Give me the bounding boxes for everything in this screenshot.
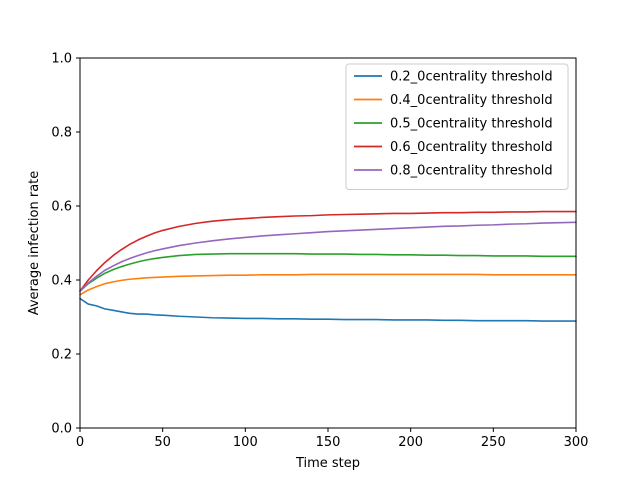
y-tick-label: 1.0 (51, 52, 72, 67)
y-axis: 0.0 0.2 0.4 0.6 0.8 1.0 (51, 52, 80, 437)
x-tick-label: 0 (76, 435, 84, 450)
x-tick-label: 200 (398, 435, 423, 450)
y-tick-label: 0.8 (51, 126, 72, 141)
x-axis: 0 50 100 150 200 250 300 (76, 428, 589, 450)
legend-label: 0.8_0centrality threshold (390, 164, 553, 179)
series-line-3 (79, 252, 577, 292)
y-axis-title: Average infection rate (27, 171, 42, 316)
x-tick-label: 150 (316, 435, 341, 450)
y-tick-label: 0.6 (51, 200, 72, 215)
series-layer (79, 210, 577, 322)
y-tick-label: 0.2 (51, 348, 72, 363)
series-line-2 (79, 273, 577, 296)
legend-label: 0.6_0centrality threshold (390, 140, 553, 155)
legend-label: 0.2_0centrality threshold (390, 70, 553, 85)
legend-label: 0.5_0centrality threshold (390, 117, 553, 132)
x-axis-title: Time step (295, 456, 360, 471)
y-tick-label: 0.4 (51, 274, 72, 289)
x-tick-label: 250 (481, 435, 506, 450)
x-tick-label: 300 (564, 435, 589, 450)
y-tick-label: 0.0 (51, 422, 72, 437)
x-tick-label: 50 (154, 435, 171, 450)
series-line-1 (79, 297, 577, 322)
series-line-5 (79, 221, 577, 292)
legend: 0.2_0centrality threshold 0.4_0centrality… (345, 63, 569, 190)
legend-box (345, 63, 569, 190)
x-tick-label: 100 (233, 435, 258, 450)
legend-label: 0.4_0centrality threshold (390, 93, 553, 108)
series-line-4 (79, 210, 577, 292)
